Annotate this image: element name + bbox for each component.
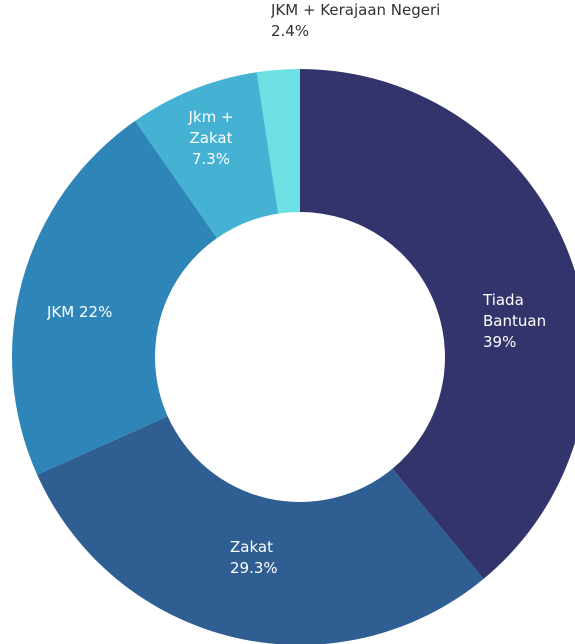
category-label: JKM <box>47 303 75 321</box>
slice-label-text: JKM 22% <box>47 302 157 323</box>
slice-label: JKM + Kerajaan Negeri 2.4% <box>271 0 511 42</box>
category-label: Jkm + Zakat <box>188 108 234 147</box>
slice-label-text: Jkm + Zakat 7.3% <box>180 107 242 170</box>
category-label: JKM + Kerajaan Negeri <box>271 1 441 19</box>
slice-label: Jkm + Zakat 7.3% <box>180 107 242 170</box>
value-label: 2.4% <box>271 22 310 40</box>
donut-slice <box>37 416 484 644</box>
donut-slice <box>12 120 217 475</box>
value-label: 22% <box>78 303 113 321</box>
slice-label: Tiada Bantuan 39% <box>483 290 563 353</box>
donut-slice <box>135 72 279 239</box>
slice-label: Zakat 29.3% <box>230 537 290 579</box>
slice-label-text: Tiada Bantuan 39% <box>483 290 563 353</box>
category-label: Tiada Bantuan <box>483 291 547 330</box>
value-label: 39% <box>483 333 517 351</box>
slice-label-text: Zakat 29.3% <box>230 537 290 579</box>
value-label: 7.3% <box>191 150 231 168</box>
category-label: Zakat <box>230 538 273 556</box>
slice-label-text: JKM + Kerajaan Negeri 2.4% <box>271 0 511 42</box>
donut-slice <box>300 69 575 579</box>
donut-slice <box>256 69 300 214</box>
value-label: 29.3% <box>230 559 278 577</box>
slice-label: JKM 22% <box>47 302 157 323</box>
